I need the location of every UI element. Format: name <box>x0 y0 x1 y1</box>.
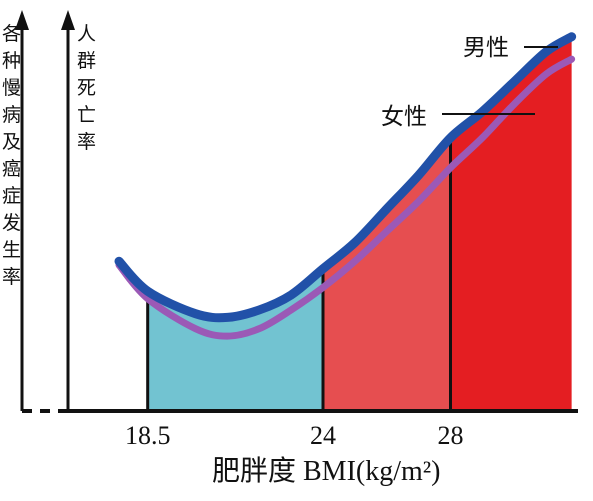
legend-male: 男性 <box>463 35 558 61</box>
inner-y-axis-arrow <box>61 10 75 30</box>
axes <box>15 10 578 413</box>
legend-female-label: 女性 <box>381 104 427 130</box>
inner-y-axis-label: 人群死亡率 <box>77 23 96 153</box>
outer-y-axis-label: 各种慢病及癌症发生率 <box>2 23 21 288</box>
x-axis-title: 肥胖度 BMI(kg/m²) <box>212 455 441 487</box>
bmi-zone-2 <box>450 36 572 411</box>
outer-y-axis-arrow <box>15 10 29 30</box>
x-tick-labels: 18.5 24 28 <box>125 421 464 450</box>
x-tick-label: 28 <box>438 421 464 450</box>
legend-female: 女性 <box>381 104 535 130</box>
zone-dividers <box>146 137 452 411</box>
legend-male-label: 男性 <box>463 35 509 61</box>
x-tick-label: 18.5 <box>125 421 171 450</box>
x-tick-label: 24 <box>310 421 336 450</box>
male-curve <box>114 32 577 323</box>
